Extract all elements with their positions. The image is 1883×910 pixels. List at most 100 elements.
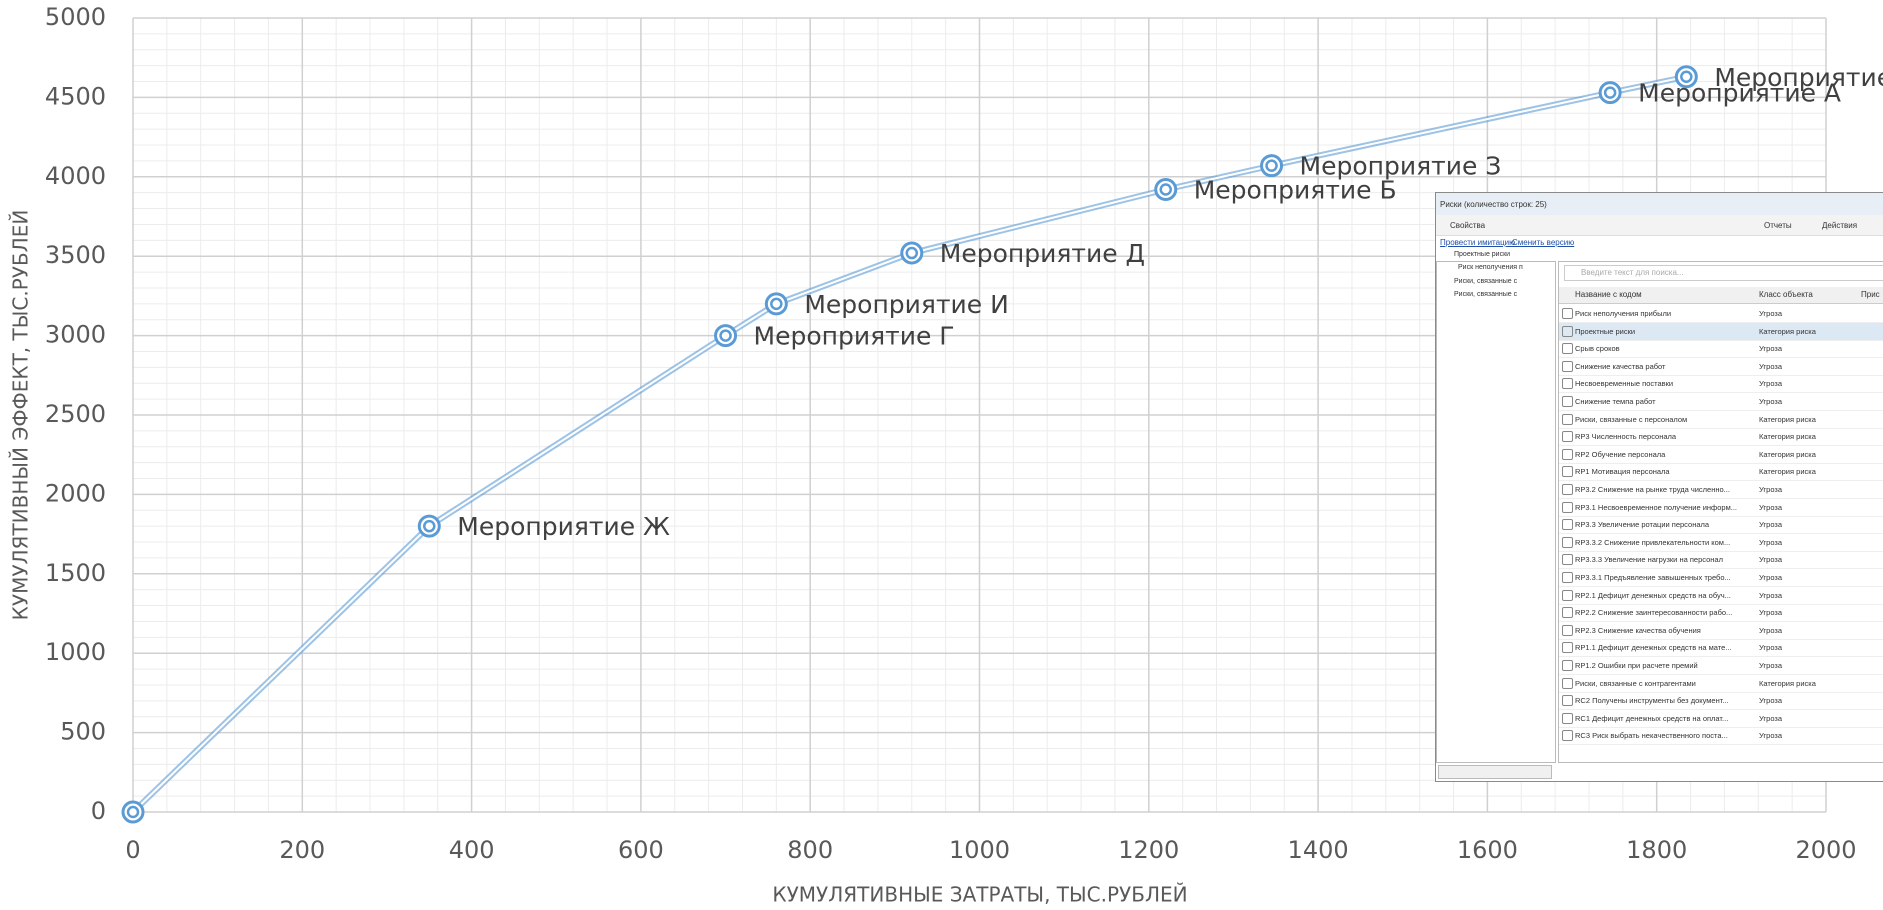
- marker: [766, 294, 786, 314]
- cell-class: Угроза: [1759, 661, 1782, 670]
- row-icon: [1562, 537, 1573, 548]
- tree-item: Риск неполучения п: [1458, 264, 1554, 271]
- row-icon: [1562, 713, 1573, 724]
- toolbar: [1436, 215, 1883, 236]
- cell-class: Угроза: [1759, 538, 1782, 547]
- row-icon: [1562, 625, 1573, 636]
- point-label: Мероприятие Г: [754, 322, 955, 351]
- cell-name: Снижение темпа работ: [1575, 397, 1755, 406]
- cell-class: Угроза: [1759, 344, 1782, 353]
- cell-name: RP3.3.2 Снижение привлекательности ком..…: [1575, 538, 1755, 547]
- row-icon: [1562, 343, 1573, 354]
- cell-class: Угроза: [1759, 731, 1782, 740]
- toolbar-button[interactable]: Отчеты: [1764, 221, 1792, 230]
- cell-name: RC2 Получены инструменты без документ...: [1575, 696, 1755, 705]
- marker: [123, 802, 143, 822]
- row-icon: [1562, 519, 1573, 530]
- cell-name: RP2.3 Снижение качества обучения: [1575, 626, 1755, 635]
- row-icon: [1562, 572, 1573, 583]
- x-tick-label: 0: [125, 836, 140, 864]
- cell-class: Угроза: [1759, 643, 1782, 652]
- y-tick-label: 3500: [45, 241, 106, 269]
- cell-name: RP1.2 Ошибки при расчете премий: [1575, 661, 1755, 670]
- marker: [1600, 83, 1620, 103]
- cell-name: RP3.3 Увеличение ротации персонала: [1575, 520, 1755, 529]
- cell-name: Риск неполучения прибыли: [1575, 309, 1755, 318]
- screen: КУМУЛЯТИВНЫЙ ЭФФЕКТ, ТЫС.РУБЛЕЙ КУМУЛЯТИ…: [0, 0, 1883, 910]
- cell-class: Угроза: [1759, 608, 1782, 617]
- row-icon: [1562, 449, 1573, 460]
- point-label: Мероприятие И: [804, 290, 1008, 319]
- point-label: Мероприятие Д: [940, 239, 1145, 268]
- cell-name: Срыв сроков: [1575, 344, 1755, 353]
- y-tick-label: 2500: [45, 400, 106, 428]
- cell-class: Категория риска: [1759, 432, 1816, 441]
- cell-name: RP3 Численность персонала: [1575, 432, 1755, 441]
- risk-window: Риски (количество строк: 25) Введите тек…: [1435, 192, 1883, 782]
- cell-name: Несвоевременные поставки: [1575, 379, 1755, 388]
- x-tick-label: 1600: [1457, 836, 1518, 864]
- cell-class: Угроза: [1759, 555, 1782, 564]
- scrollbar[interactable]: [1438, 765, 1552, 779]
- row-icon: [1562, 730, 1573, 741]
- x-tick-label: 800: [787, 836, 833, 864]
- y-tick-label: 2000: [45, 479, 106, 507]
- row-icon: [1562, 642, 1573, 653]
- y-tick-label: 3000: [45, 321, 106, 349]
- marker: [419, 516, 439, 536]
- column-header: Класс объекта: [1759, 290, 1813, 299]
- cell-class: Угроза: [1759, 309, 1782, 318]
- cell-class: Угроза: [1759, 591, 1782, 600]
- cell-name: RP1.1 Дефицит денежных средств на мате..…: [1575, 643, 1755, 652]
- cell-class: Угроза: [1759, 520, 1782, 529]
- cell-name: RC3 Риск выбрать некачественного поста..…: [1575, 731, 1755, 740]
- cell-name: Риски, связанные с персоналом: [1575, 415, 1755, 424]
- window-title: Риски (количество строк: 25): [1440, 200, 1547, 209]
- cell-class: Категория риска: [1759, 450, 1816, 459]
- action-link[interactable]: Сменить версию: [1512, 238, 1574, 247]
- cell-class: Угроза: [1759, 485, 1782, 494]
- marker: [1156, 180, 1176, 200]
- x-tick-label: 400: [449, 836, 495, 864]
- cell-name: RP3.3.1 Предъявление завышенных требо...: [1575, 573, 1755, 582]
- y-tick-label: 1000: [45, 638, 106, 666]
- x-tick-label: 1200: [1118, 836, 1179, 864]
- cell-class: Категория риска: [1759, 679, 1816, 688]
- x-tick-label: 1800: [1626, 836, 1687, 864]
- cell-name: RP3.3.3 Увеличение нагрузки на персонал: [1575, 555, 1755, 564]
- cell-class: Угроза: [1759, 573, 1782, 582]
- row-icon: [1562, 695, 1573, 706]
- tree-item: Проектные риски: [1454, 251, 1550, 258]
- column-header: Прис: [1861, 290, 1880, 299]
- cell-class: Угроза: [1759, 397, 1782, 406]
- marker: [902, 243, 922, 263]
- action-link[interactable]: Провести имитацию: [1440, 238, 1515, 247]
- y-tick-label: 4000: [45, 162, 106, 190]
- x-tick-label: 1000: [949, 836, 1010, 864]
- toolbar-button[interactable]: Свойства: [1450, 221, 1485, 230]
- row-icon: [1562, 466, 1573, 477]
- cell-name: Проектные риски: [1575, 327, 1755, 336]
- marker: [1262, 156, 1282, 176]
- cell-name: RC1 Дефицит денежных средств на оплат...: [1575, 714, 1755, 723]
- search-box[interactable]: Введите текст для поиска...: [1564, 265, 1883, 281]
- cell-class: Угроза: [1759, 626, 1782, 635]
- toolbar-button[interactable]: Действия: [1822, 221, 1857, 230]
- x-axis-title: КУМУЛЯТИВНЫЕ ЗАТРАТЫ, ТЫС.РУБЛЕЙ: [772, 883, 1187, 907]
- tree-item: Риски, связанные с: [1454, 278, 1550, 285]
- row-icon: [1562, 361, 1573, 372]
- y-tick-label: 1500: [45, 559, 106, 587]
- cell-name: Риски, связанные с контрагентами: [1575, 679, 1755, 688]
- cell-class: Категория риска: [1759, 467, 1816, 476]
- row-icon: [1562, 502, 1573, 513]
- y-tick-label: 500: [60, 718, 106, 746]
- tree-item: Риски, связанные с: [1454, 291, 1550, 298]
- cell-name: RP1 Мотивация персонала: [1575, 467, 1755, 476]
- y-axis-title: КУМУЛЯТИВНЫЙ ЭФФЕКТ, ТЫС.РУБЛЕЙ: [9, 210, 33, 621]
- row-icon: [1562, 554, 1573, 565]
- y-tick-label: 5000: [45, 3, 106, 31]
- row-icon: [1562, 660, 1573, 671]
- cell-name: RP2.2 Снижение заинтересованности рабо..…: [1575, 608, 1755, 617]
- row-icon: [1562, 396, 1573, 407]
- marker: [1676, 67, 1696, 87]
